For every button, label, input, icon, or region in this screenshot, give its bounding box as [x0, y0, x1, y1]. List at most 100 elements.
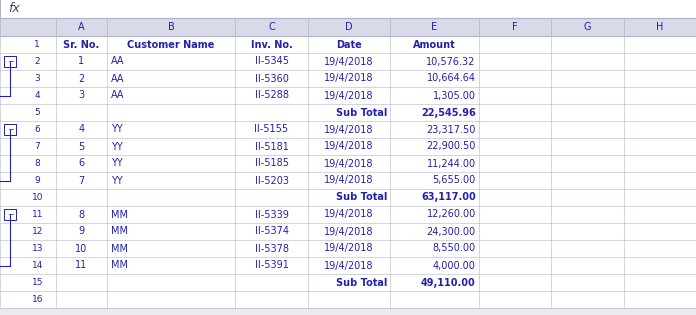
Text: II-5185: II-5185	[255, 158, 289, 169]
Text: 5,655.00: 5,655.00	[432, 175, 476, 186]
Text: 7: 7	[34, 142, 40, 151]
Text: II-5339: II-5339	[255, 209, 289, 220]
Text: 19/4/2018: 19/4/2018	[324, 226, 374, 237]
Text: Sub Total: Sub Total	[336, 192, 387, 203]
Text: II-5181: II-5181	[255, 141, 289, 152]
Text: 1: 1	[79, 56, 84, 66]
Text: YY: YY	[111, 175, 122, 186]
Text: B: B	[168, 22, 175, 32]
Text: 8,550.00: 8,550.00	[433, 243, 476, 254]
Text: 22,900.50: 22,900.50	[427, 141, 476, 152]
Text: II-5378: II-5378	[255, 243, 289, 254]
Text: 19/4/2018: 19/4/2018	[324, 158, 374, 169]
Text: 2: 2	[34, 57, 40, 66]
Text: 1,305.00: 1,305.00	[433, 90, 476, 100]
Text: 13: 13	[31, 244, 43, 253]
Bar	[0, 36, 696, 308]
Text: 12: 12	[31, 227, 43, 236]
Text: 22,545.96: 22,545.96	[421, 107, 476, 117]
Text: 14: 14	[31, 261, 43, 270]
Text: 4: 4	[34, 91, 40, 100]
Text: 1: 1	[34, 40, 40, 49]
Text: II-5203: II-5203	[255, 175, 289, 186]
Text: MM: MM	[111, 243, 127, 254]
Text: 8: 8	[79, 209, 84, 220]
Text: 5: 5	[79, 141, 85, 152]
Text: 7: 7	[79, 175, 85, 186]
Text: MM: MM	[111, 261, 127, 271]
Text: Amount: Amount	[413, 39, 456, 49]
Text: F: F	[512, 22, 518, 32]
Text: 19/4/2018: 19/4/2018	[324, 175, 374, 186]
Text: Sr. No.: Sr. No.	[63, 39, 100, 49]
Text: II-5345: II-5345	[255, 56, 289, 66]
Text: C: C	[268, 22, 275, 32]
Text: 24,300.00: 24,300.00	[427, 226, 476, 237]
Text: 19/4/2018: 19/4/2018	[324, 73, 374, 83]
Text: 19/4/2018: 19/4/2018	[324, 124, 374, 135]
Text: MM: MM	[111, 226, 127, 237]
Text: 49,110.00: 49,110.00	[421, 278, 476, 288]
Text: YY: YY	[111, 158, 122, 169]
Text: 11,244.00: 11,244.00	[427, 158, 476, 169]
Text: −: −	[7, 210, 13, 219]
Text: 5: 5	[34, 108, 40, 117]
Text: A: A	[78, 22, 85, 32]
Text: Inv. No.: Inv. No.	[251, 39, 292, 49]
Text: YY: YY	[111, 141, 122, 152]
Text: E: E	[432, 22, 438, 32]
Text: D: D	[345, 22, 353, 32]
Text: 6: 6	[79, 158, 84, 169]
Bar	[0, 0, 696, 18]
Text: 19/4/2018: 19/4/2018	[324, 141, 374, 152]
Text: MM: MM	[111, 209, 127, 220]
Text: AA: AA	[111, 90, 124, 100]
Text: II-5288: II-5288	[255, 90, 289, 100]
Text: II-5360: II-5360	[255, 73, 289, 83]
Text: −: −	[7, 125, 13, 134]
Text: 3: 3	[34, 74, 40, 83]
Text: II-5374: II-5374	[255, 226, 289, 237]
Text: 9: 9	[34, 176, 40, 185]
Bar	[0, 18, 696, 36]
Text: 11: 11	[31, 210, 43, 219]
Text: 10,576.32: 10,576.32	[427, 56, 476, 66]
Bar	[4, 209, 16, 220]
Text: 10: 10	[31, 193, 43, 202]
Text: AA: AA	[111, 56, 124, 66]
Text: G: G	[584, 22, 591, 32]
Text: YY: YY	[111, 124, 122, 135]
Text: II-5391: II-5391	[255, 261, 289, 271]
Text: 10: 10	[75, 243, 88, 254]
Text: 8: 8	[34, 159, 40, 168]
Text: −: −	[7, 57, 13, 66]
Text: Sub Total: Sub Total	[336, 278, 387, 288]
Text: II-5155: II-5155	[255, 124, 289, 135]
Text: 19/4/2018: 19/4/2018	[324, 261, 374, 271]
Text: 3: 3	[79, 90, 84, 100]
Text: Date: Date	[336, 39, 362, 49]
Text: 4: 4	[79, 124, 84, 135]
Text: 15: 15	[31, 278, 43, 287]
Text: Customer Name: Customer Name	[127, 39, 214, 49]
Text: 19/4/2018: 19/4/2018	[324, 209, 374, 220]
Text: 6: 6	[34, 125, 40, 134]
Text: 23,317.50: 23,317.50	[427, 124, 476, 135]
Text: Sub Total: Sub Total	[336, 107, 387, 117]
Text: 10,664.64: 10,664.64	[427, 73, 476, 83]
Text: 16: 16	[31, 295, 43, 304]
Bar	[4, 56, 16, 67]
Text: 4,000.00: 4,000.00	[433, 261, 476, 271]
Text: 63,117.00: 63,117.00	[421, 192, 476, 203]
Text: 19/4/2018: 19/4/2018	[324, 90, 374, 100]
Text: 19/4/2018: 19/4/2018	[324, 243, 374, 254]
Text: fx: fx	[8, 3, 19, 15]
Text: H: H	[656, 22, 663, 32]
Text: 19/4/2018: 19/4/2018	[324, 56, 374, 66]
Text: 9: 9	[79, 226, 84, 237]
Text: 2: 2	[79, 73, 85, 83]
Text: 11: 11	[75, 261, 88, 271]
Text: 12,260.00: 12,260.00	[427, 209, 476, 220]
Text: AA: AA	[111, 73, 124, 83]
Bar	[4, 124, 16, 135]
